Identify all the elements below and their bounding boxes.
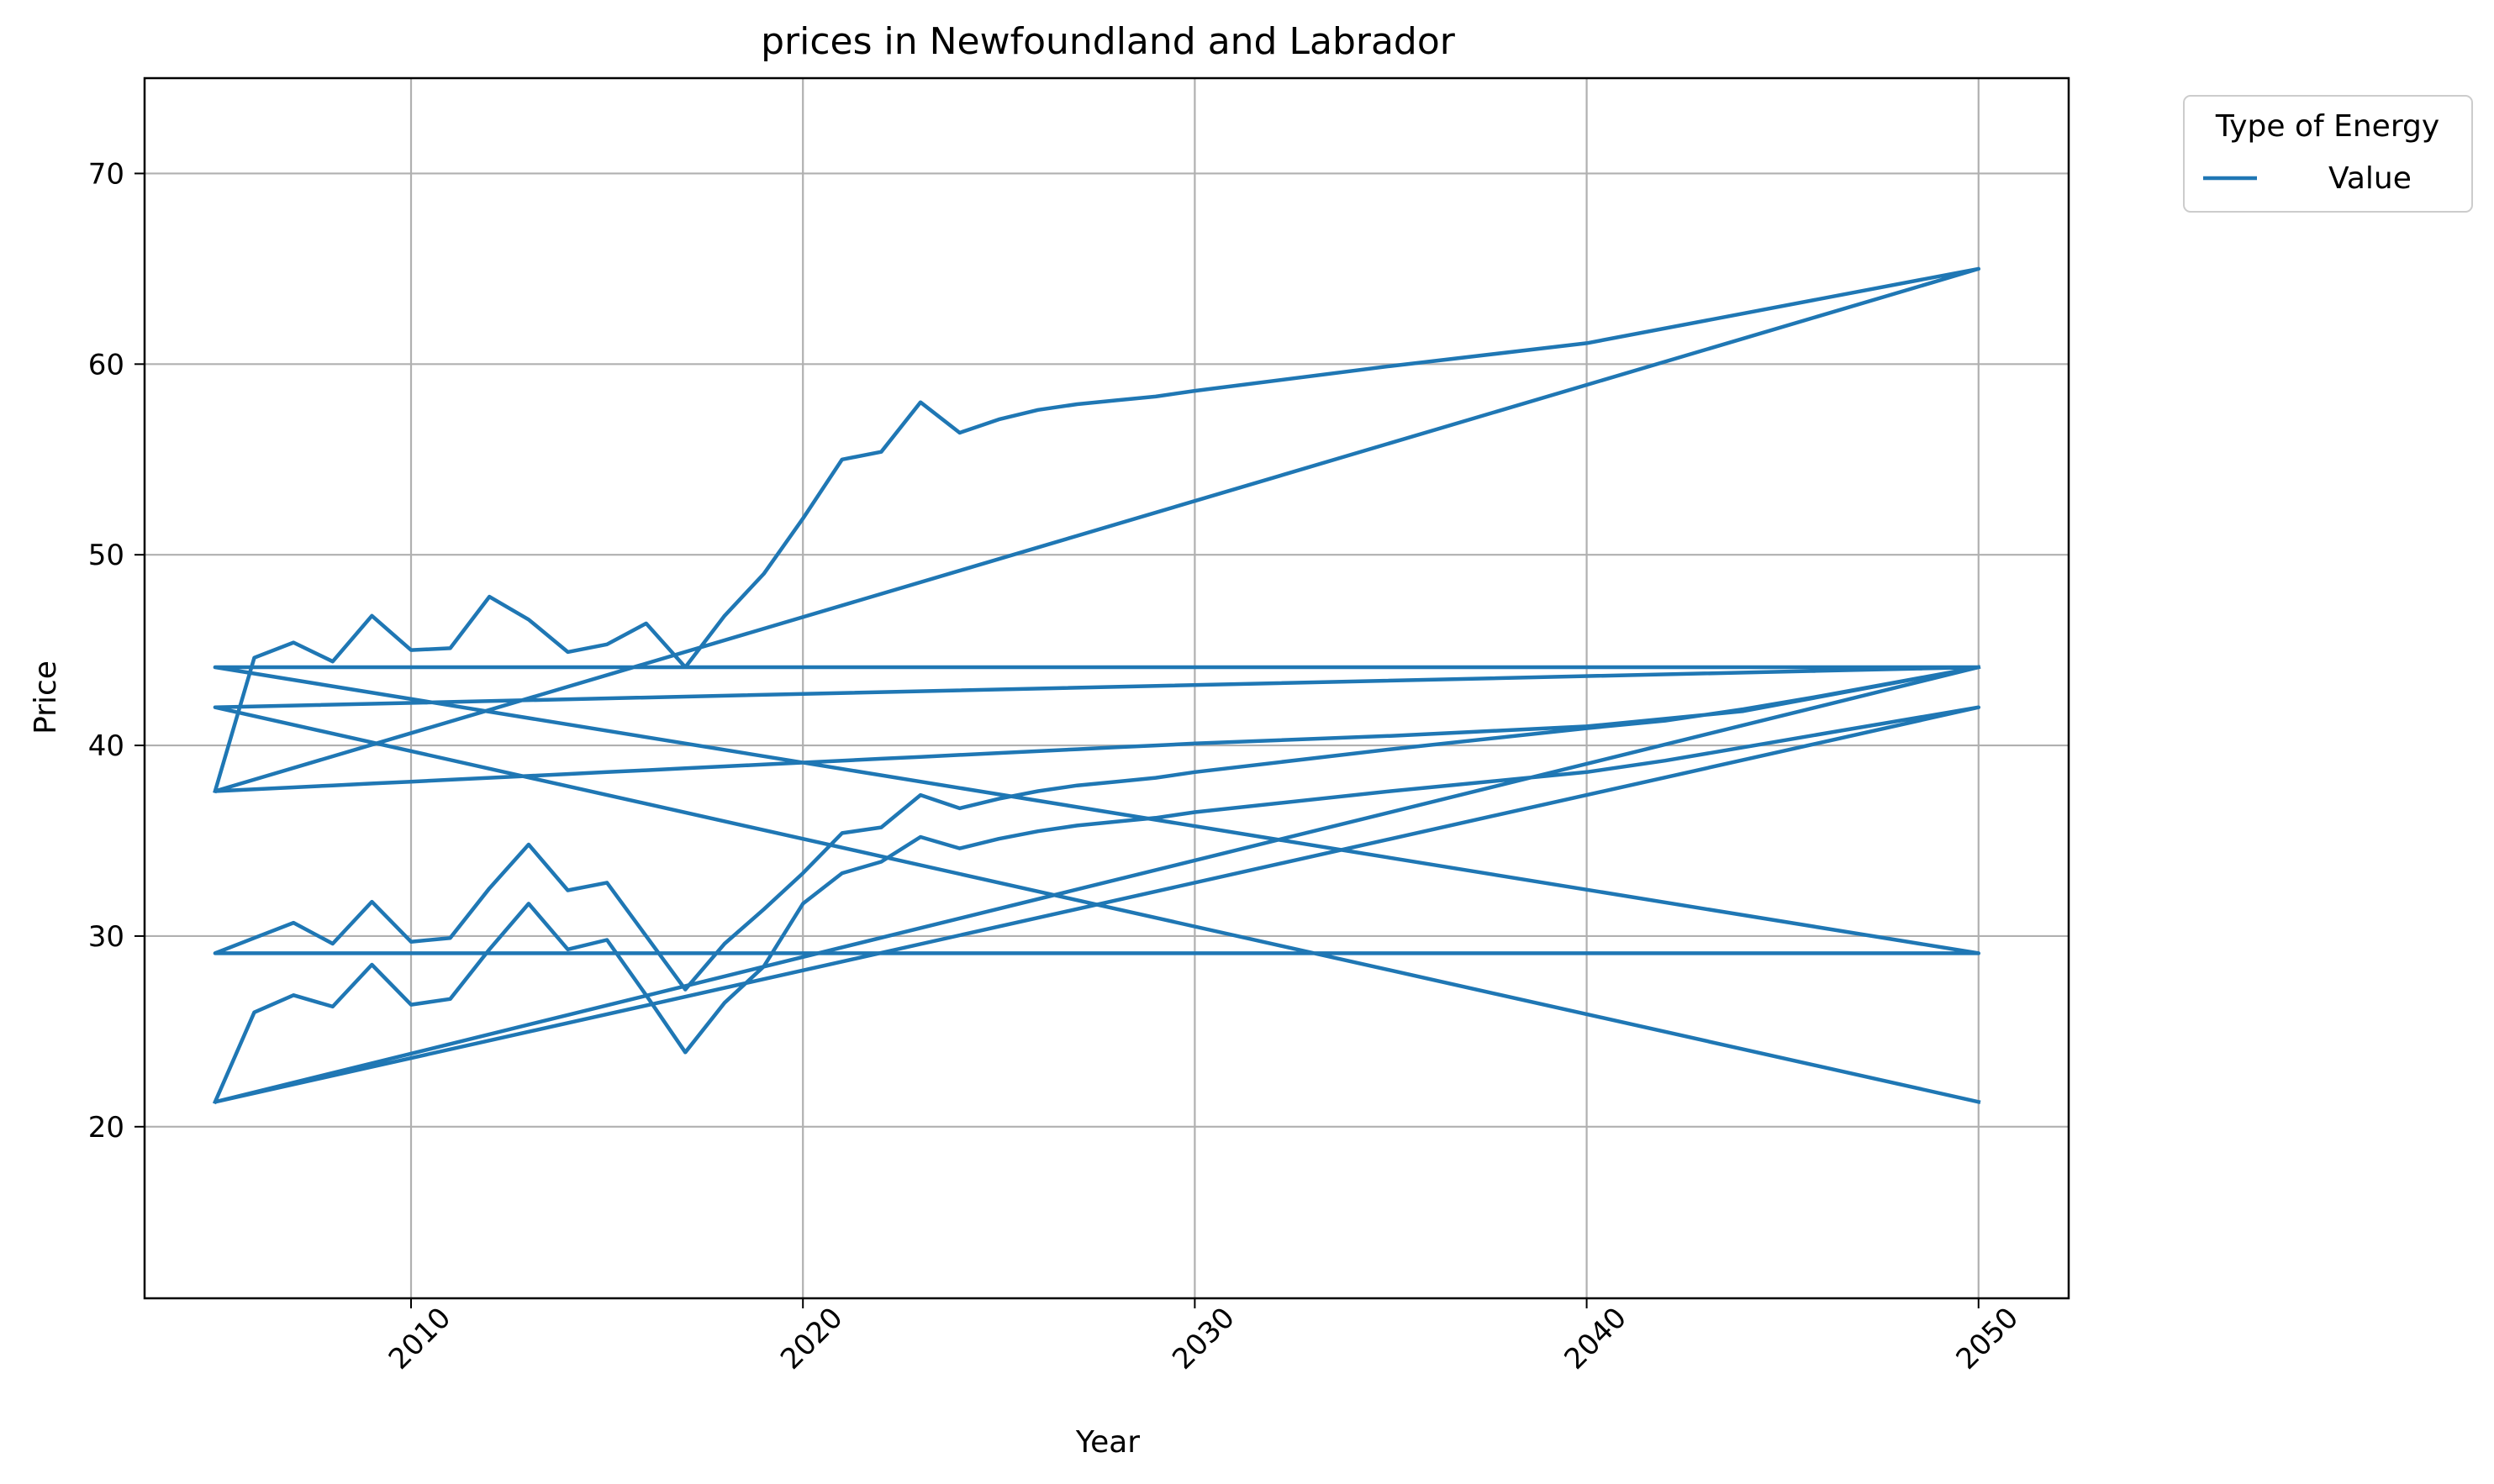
y-tick-label: 60 (88, 348, 124, 382)
y-tick-label: 30 (88, 920, 124, 954)
series-line-0 (213, 266, 1981, 1104)
y-axis-title: Price (29, 660, 63, 734)
grid-lines (145, 78, 2069, 1298)
series-line-1 (212, 665, 1981, 1105)
series-lines (212, 266, 1981, 1105)
y-axis-ticks: 20 30 40 50 60 70 (88, 157, 145, 1145)
y-tick-label: 40 (88, 729, 124, 763)
y-tick-label: 20 (88, 1111, 124, 1145)
y-tick-label: 70 (88, 157, 124, 191)
legend-box (2183, 95, 2473, 213)
legend: Type of Energy Value (2183, 95, 2473, 213)
legend-entry-label: Value (2328, 161, 2412, 196)
chart-title: prices in Newfoundland and Labrador (761, 20, 1456, 63)
plot-frame (143, 76, 2070, 1300)
legend-title: Type of Energy (2215, 109, 2439, 144)
x-axis-title: Year (1075, 1425, 1140, 1460)
y-tick-label: 50 (88, 539, 124, 572)
